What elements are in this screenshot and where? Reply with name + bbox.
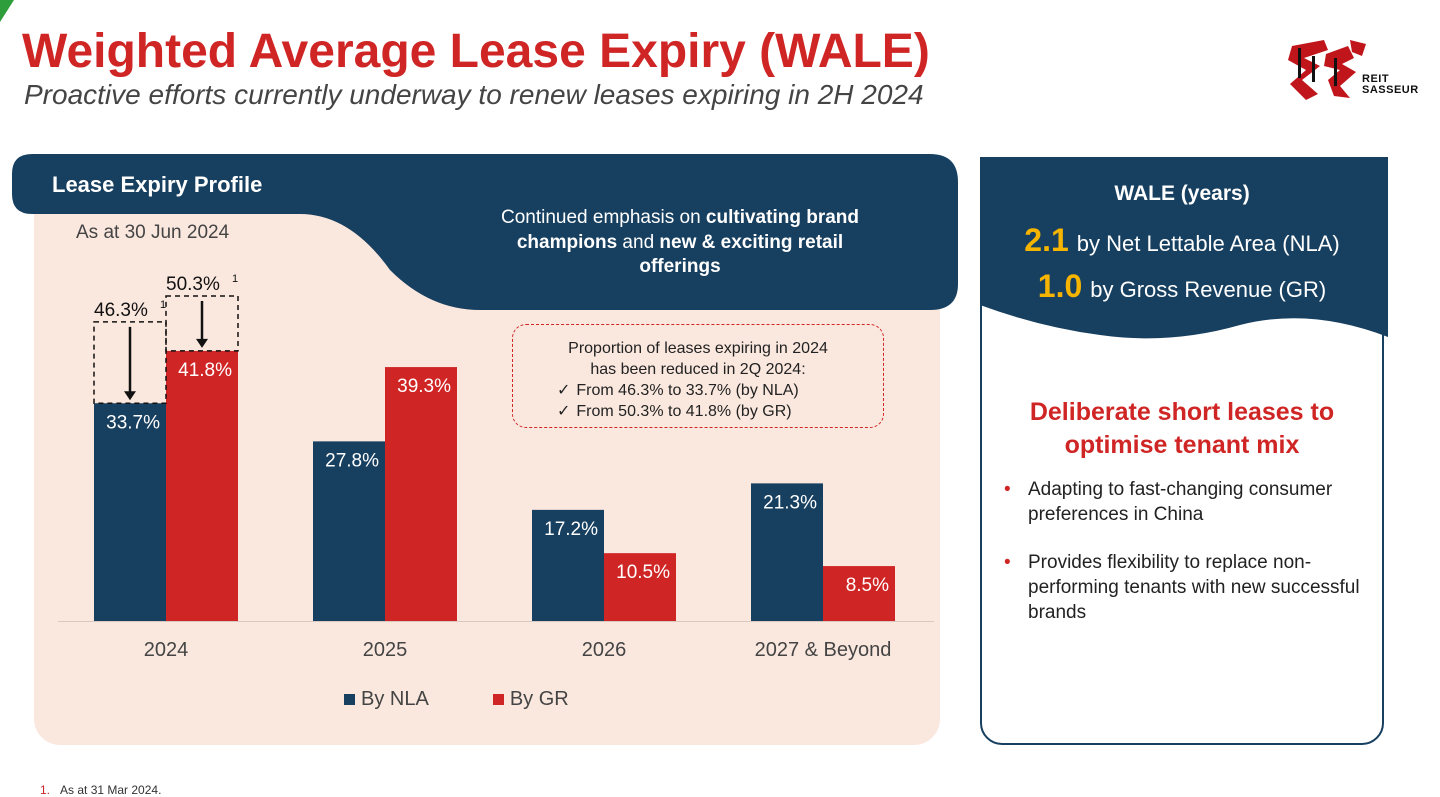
logo-text: REIT SASSEUR — [1362, 73, 1419, 96]
panel-header-banner — [12, 154, 958, 310]
bullet-item: • Adapting to fast-changing consumer pref… — [1004, 478, 1376, 527]
bar-by-gr — [385, 367, 457, 621]
short-leases-heading: Deliberate short leases to optimise tena… — [1029, 398, 1335, 459]
category-label: 2026 — [582, 639, 627, 661]
previous-value-label: 50.3% — [166, 274, 220, 295]
reduction-callout: Proportion of leases expiring in 2024 ha… — [512, 324, 884, 428]
wale-nla-line: 2.1 by Net Lettable Area (NLA) — [980, 222, 1384, 259]
legend-swatch-gr — [492, 694, 504, 705]
callout-item: ✓ From 50.3% to 41.8% (by GR) — [557, 402, 799, 423]
footnote: 1. As at 31 Mar 2024. — [40, 783, 161, 797]
panel-title: Lease Expiry Profile — [52, 172, 263, 197]
bullet-item: • Provides flexibility to replace non-per… — [1004, 551, 1376, 625]
legend-label-gr: By GR — [509, 688, 569, 710]
bar-value-label: 39.3% — [397, 376, 451, 397]
callout-item: ✓ From 46.3% to 33.7% (by NLA) — [557, 381, 799, 402]
bar-by-nla — [532, 509, 604, 621]
callout-item-text: From 46.3% to 33.7% (by NLA) — [576, 382, 799, 399]
bar-value-label: 17.2% — [544, 519, 598, 540]
down-arrow-icon — [124, 391, 136, 401]
as-at-date: As at 30 Jun 2024 — [76, 222, 230, 243]
callout-item-text: From 50.3% to 41.8% (by GR) — [576, 402, 792, 420]
bullet-dot: • — [1004, 552, 1011, 574]
emphasis-text-1: Continued emphasis on — [501, 207, 706, 228]
check-icon: ✓ — [557, 382, 571, 399]
wale-bullets: • Adapting to fast-changing consumer pref… — [1004, 478, 1376, 649]
wale-nla-value: 2.1 — [1024, 222, 1069, 258]
bar-value-label: 33.7% — [106, 412, 160, 433]
callout-line-2: has been reduced in 2Q 2024: — [590, 360, 806, 378]
bar-value-label: 10.5% — [616, 562, 670, 583]
legend-label-nla: By NLA — [361, 688, 429, 710]
corner-accent — [0, 0, 14, 22]
wale-header-banner — [980, 157, 1388, 339]
wale-gr-line: 1.0 by Gross Revenue (GR) — [980, 268, 1384, 305]
bullet-dot: • — [1004, 479, 1011, 500]
wale-gr-text: by Gross Revenue (GR) — [1090, 277, 1327, 302]
bar-value-label: 21.3% — [763, 492, 817, 513]
page-subtitle: Proactive efforts currently underway to … — [24, 79, 924, 110]
category-label: 2024 — [144, 639, 189, 661]
chart-legend: By NLA By GR — [344, 688, 569, 711]
callout-line-1: Proportion of leases expiring in 2024 — [568, 340, 828, 357]
company-logo — [1288, 40, 1366, 100]
wale-nla-text: by Net Lettable Area (NLA) — [1076, 231, 1340, 256]
previous-value-box — [165, 295, 239, 352]
bar-by-gr — [604, 553, 676, 621]
callout-heading: Proportion of leases expiring in 2024 ha… — [513, 339, 883, 381]
footnote-number: 1. — [40, 783, 51, 797]
footnote-marker: 1 — [160, 299, 166, 311]
previous-value-box — [93, 321, 167, 405]
down-arrow-icon — [196, 338, 208, 348]
category-label: 2025 — [363, 639, 408, 661]
emphasis-text-2: and — [617, 231, 660, 253]
footnote-marker: 1 — [232, 273, 238, 285]
callout-list: ✓ From 46.3% to 33.7% (by NLA) ✓ From 50.3… — [557, 381, 799, 423]
bar-value-label: 8.5% — [846, 575, 889, 596]
bullet-text: Adapting to fast-changing consumer prefe… — [1028, 479, 1333, 525]
bar-value-label: 27.8% — [325, 450, 379, 471]
footnote-text: As at 31 Mar 2024. — [60, 783, 162, 797]
emphasis-bold-2: new & exciting retail offerings — [639, 231, 844, 278]
check-icon: ✓ — [557, 402, 571, 420]
bar-by-nla — [751, 483, 823, 621]
wale-gr-value: 1.0 — [1037, 268, 1083, 304]
bar-by-nla — [94, 403, 166, 621]
page-title: Weighted Average Lease Expiry (WALE) — [22, 25, 930, 78]
bar-value-label: 41.8% — [178, 360, 232, 381]
bullet-text: Provides flexibility to replace non-perf… — [1028, 552, 1360, 623]
bar-by-gr — [166, 350, 238, 621]
bar-by-nla — [313, 441, 385, 621]
emphasis-note: Continued emphasis on cultivating brand … — [490, 206, 870, 280]
emphasis-bold-1: cultivating brand champions — [516, 207, 859, 253]
legend-item-gr: By GR — [492, 688, 569, 711]
legend-item-nla: By NLA — [344, 688, 429, 711]
bar-by-gr — [823, 566, 895, 621]
previous-value-label: 46.3% — [94, 300, 148, 321]
category-label: 2027 & Beyond — [755, 639, 892, 661]
legend-swatch-nla — [344, 694, 355, 705]
wale-title: WALE (years) — [1114, 182, 1250, 205]
